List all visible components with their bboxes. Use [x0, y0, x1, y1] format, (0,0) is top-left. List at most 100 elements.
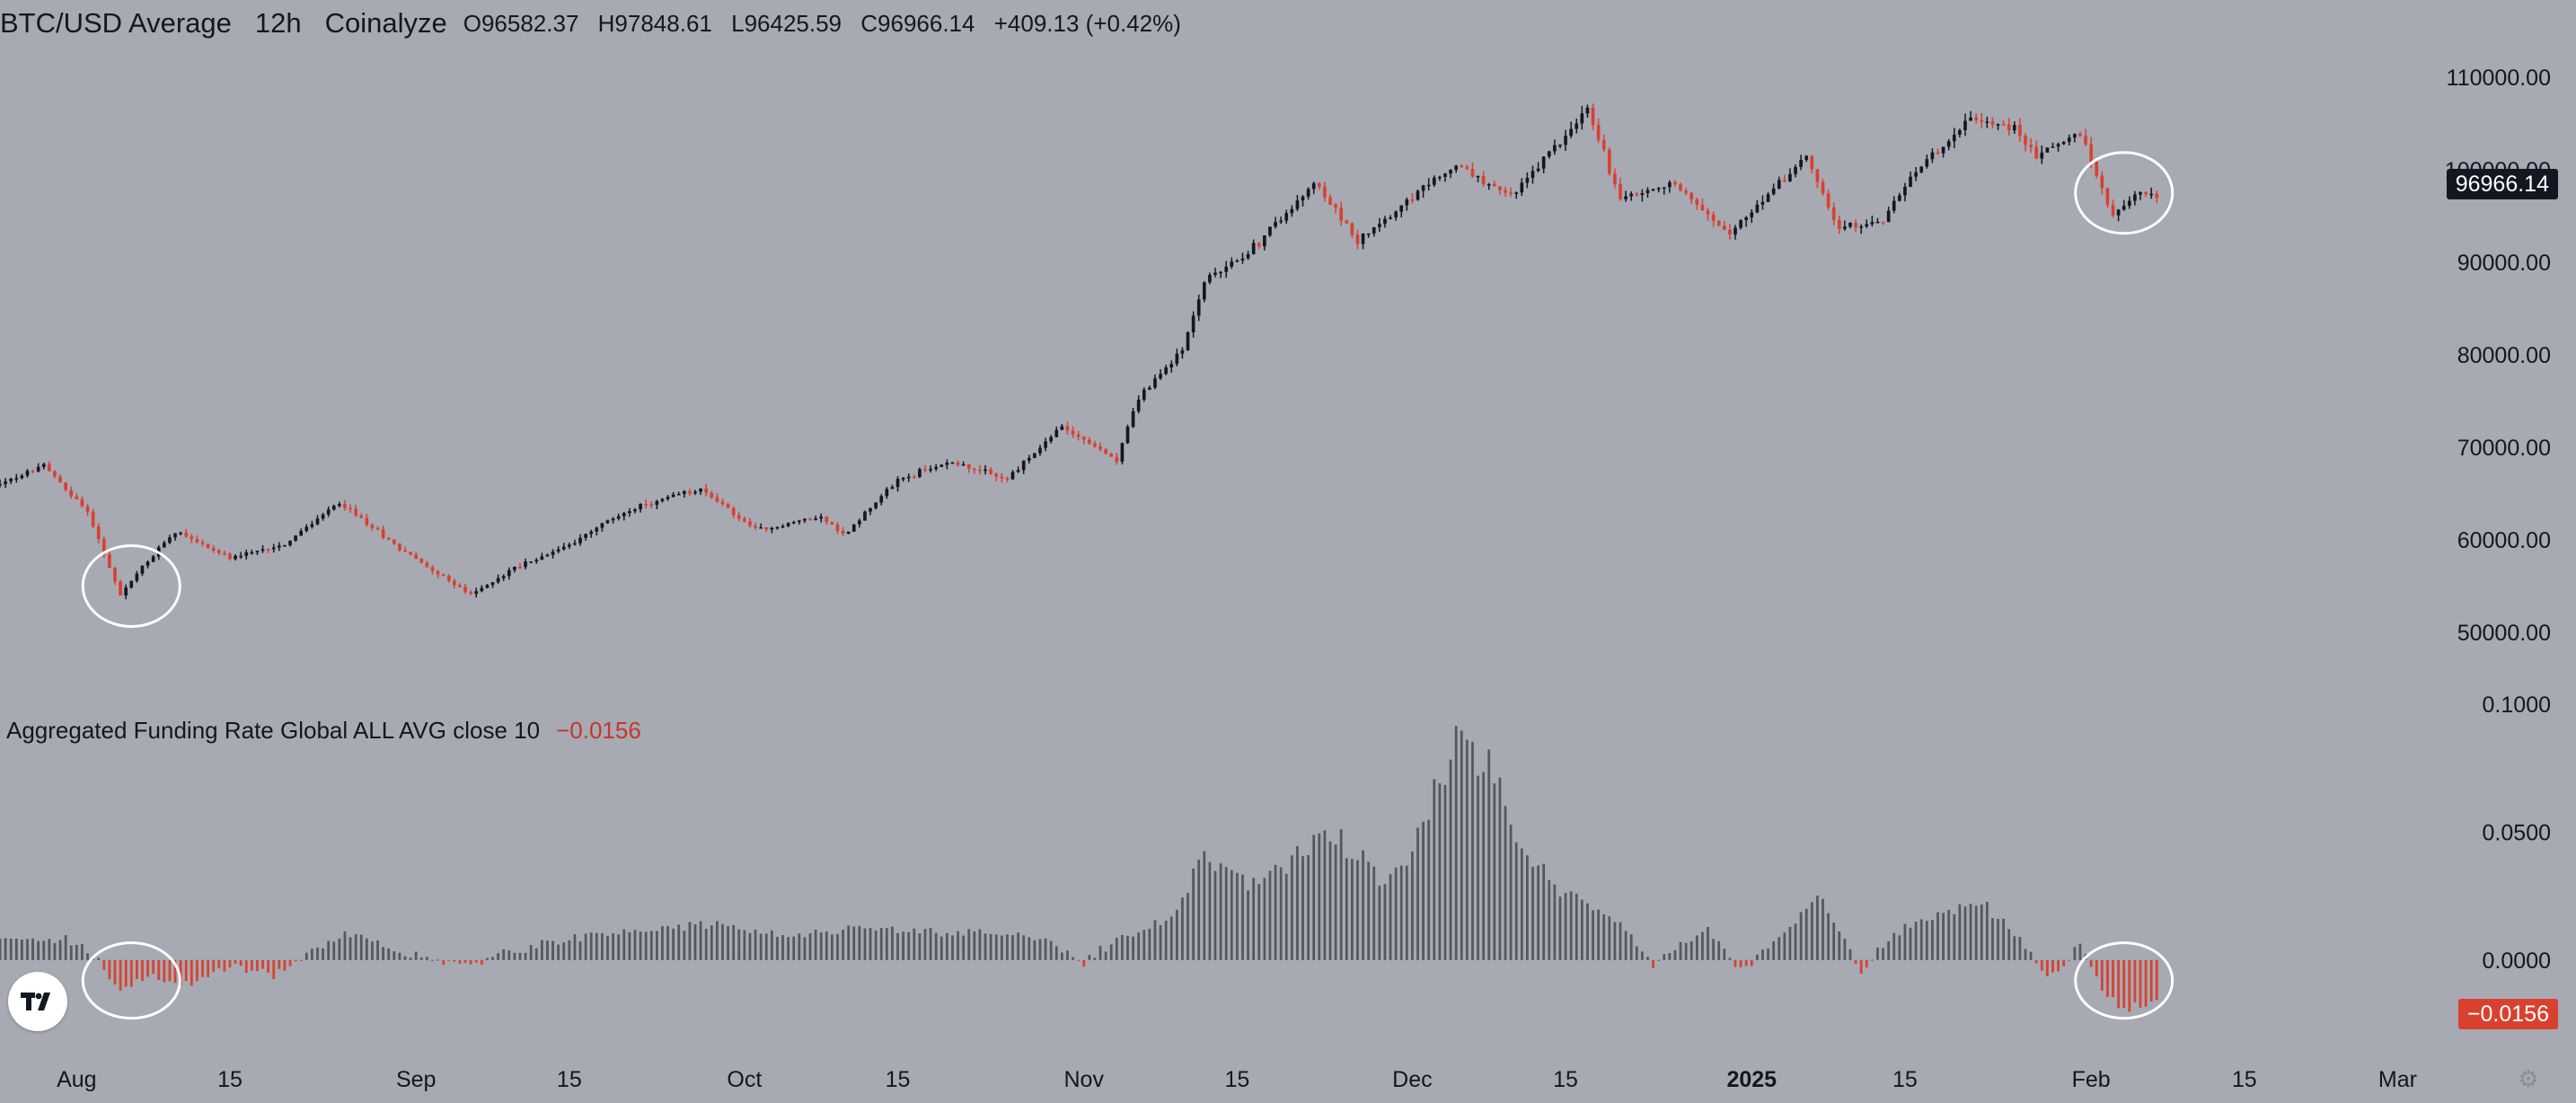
candle-body	[1109, 454, 1114, 457]
funding-bar	[1619, 922, 1622, 960]
funding-bar	[135, 959, 138, 980]
candle-body	[53, 471, 57, 477]
funding-bar	[1892, 932, 1896, 960]
candle-body	[770, 527, 774, 530]
funding-bar	[639, 931, 642, 960]
candle-body	[1919, 166, 1924, 172]
candle-body	[1021, 460, 1026, 471]
candle-body	[2034, 146, 2039, 159]
funding-bar	[1268, 870, 1272, 960]
funding-bar	[480, 959, 483, 965]
funding-bar	[272, 959, 276, 980]
funding-bar	[2029, 951, 2033, 960]
funding-bar	[1701, 931, 1704, 960]
funding-bar	[1569, 891, 1573, 960]
candle-body	[1974, 117, 1978, 120]
candle-body	[655, 500, 659, 506]
candle-body	[731, 507, 736, 516]
funding-bar	[113, 959, 117, 985]
funding-bar	[1399, 865, 1403, 960]
candle-body	[622, 513, 626, 516]
funding-bar	[1000, 935, 1003, 960]
funding-bar	[842, 930, 844, 960]
candle-body	[973, 468, 976, 471]
funding-bar	[382, 947, 384, 960]
funding-bar	[322, 948, 324, 960]
funding-bar	[1936, 912, 1939, 960]
funding-bar	[2073, 947, 2077, 960]
candle-body	[1136, 399, 1141, 411]
candle-body	[288, 540, 292, 546]
funding-bar	[299, 959, 303, 962]
funding-bar	[1575, 893, 1578, 960]
candle-body	[1196, 299, 1201, 316]
symbol-name[interactable]: BTC/USD Average	[0, 7, 232, 39]
candle-body	[398, 543, 401, 551]
candle-body	[206, 543, 210, 549]
candle-body	[2111, 204, 2115, 216]
funding-bar	[1629, 934, 1633, 960]
candle-body	[1372, 226, 1376, 234]
funding-bar	[278, 959, 281, 969]
funding-bar	[1323, 830, 1327, 960]
funding-bar	[978, 929, 982, 960]
funding-bar	[1006, 934, 1009, 960]
candle-body	[294, 535, 297, 541]
funding-bar	[474, 959, 478, 963]
candle-body	[1476, 175, 1480, 178]
candle-body	[1810, 155, 1814, 170]
candle-body	[1432, 177, 1436, 185]
funding-bar	[1416, 827, 1419, 960]
candle-body	[1739, 220, 1742, 228]
candle-body	[1531, 171, 1535, 179]
candle-body	[1815, 169, 1820, 182]
candle-body	[1777, 180, 1781, 189]
candle-body	[737, 515, 741, 519]
funding-bar	[540, 940, 543, 960]
funding-bar	[2013, 936, 2016, 960]
candle-body	[1821, 181, 1825, 194]
candle-body	[1684, 190, 1688, 193]
candle-body	[1930, 152, 1935, 160]
funding-bar	[1060, 952, 1063, 960]
candle-body	[1290, 208, 1294, 214]
funding-bar	[781, 935, 784, 960]
candle-body	[2056, 144, 2060, 147]
funding-bar	[1137, 931, 1141, 960]
funding-bar	[606, 935, 609, 960]
funding-bar	[414, 951, 418, 960]
candle-body	[299, 531, 304, 536]
time-axis-tick: 15	[1553, 1067, 1578, 1092]
time-axis-tick: 15	[2232, 1067, 2257, 1092]
funding-bar	[58, 940, 62, 960]
candle-body	[348, 507, 352, 510]
candle-body	[1958, 129, 1962, 135]
tradingview-logo-icon[interactable]	[8, 972, 67, 1031]
funding-bar	[1520, 848, 1523, 960]
funding-bar	[2018, 937, 2022, 960]
interval-label[interactable]: 12h	[254, 7, 302, 39]
candle-body	[688, 490, 692, 494]
funding-bar	[184, 959, 188, 982]
candle-body	[1941, 146, 1945, 154]
funding-bar	[497, 953, 499, 960]
candle-body	[255, 551, 260, 552]
funding-bar	[431, 959, 434, 961]
gear-icon[interactable]: ⚙	[2518, 1065, 2539, 1092]
candle-body	[639, 504, 642, 510]
funding-bar	[546, 940, 549, 960]
funding-bar	[507, 950, 511, 960]
funding-bar	[442, 959, 446, 966]
candle-body	[485, 585, 490, 588]
funding-bar	[1372, 866, 1376, 960]
indicator-name[interactable]: Aggregated Funding Rate Global ALL AVG c…	[6, 716, 541, 744]
candle-body	[58, 476, 62, 483]
candle-body	[644, 504, 648, 506]
funding-bar	[891, 926, 894, 960]
candle-body	[1514, 192, 1519, 194]
funding-bar	[1126, 935, 1129, 960]
candle-body	[666, 497, 670, 499]
candle-body	[1651, 189, 1655, 191]
candle-body	[1985, 121, 1989, 123]
